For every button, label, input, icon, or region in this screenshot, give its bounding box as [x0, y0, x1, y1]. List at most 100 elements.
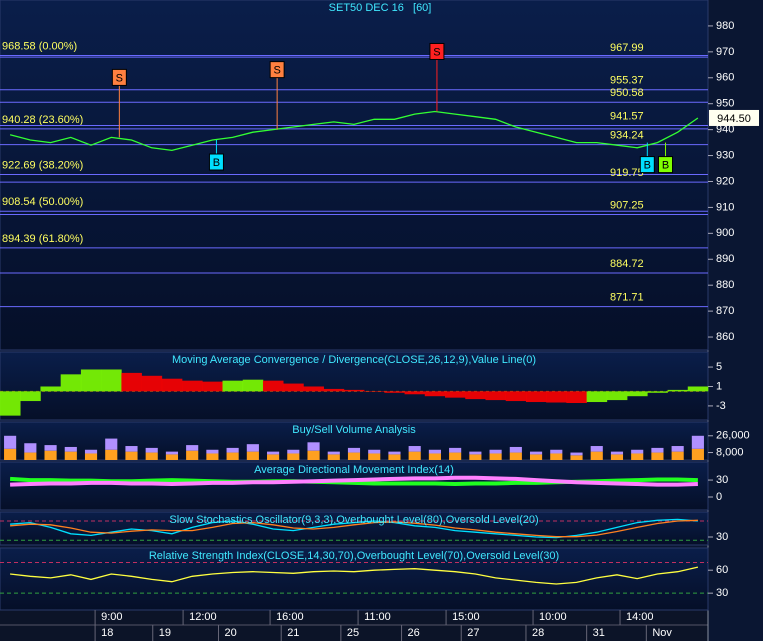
volume-bar: [327, 454, 340, 460]
volume-bar: [287, 449, 300, 454]
macd-bar: [606, 391, 628, 401]
macd-bar: [525, 391, 547, 403]
macd-bar: [485, 391, 507, 401]
y-tick-label: 0: [716, 491, 722, 503]
volume-bar: [489, 449, 502, 454]
pane-title: Slow Stochastics Oscillator(9,3,3),Overb…: [169, 514, 538, 526]
volume-bar: [206, 449, 219, 454]
fib-label: 940.28 (23.60%): [2, 114, 83, 126]
macd-bar: [687, 386, 709, 392]
y-tick-label: 900: [716, 227, 734, 239]
macd-bar: [384, 391, 405, 393]
volume-bar: [631, 449, 644, 454]
macd-bar: [323, 388, 345, 392]
macd-bar: [627, 391, 648, 397]
x-tick-label: 18: [101, 627, 113, 639]
macd-bar: [161, 378, 183, 392]
fib-label: 955.37: [610, 75, 644, 87]
volume-bar: [368, 453, 381, 460]
y-tick-label: 940: [716, 124, 734, 136]
macd-bar: [40, 386, 61, 392]
fib-label: 907.25: [610, 199, 644, 211]
macd-bar: [343, 389, 365, 392]
volume-bar: [428, 453, 441, 460]
y-tick-label: 880: [716, 279, 734, 291]
volume-bar: [84, 449, 98, 454]
signal-box: [111, 68, 127, 86]
macd-bar: [222, 380, 244, 392]
macd-bar: [505, 391, 527, 402]
volume-bar: [529, 454, 543, 460]
macd-bar: [20, 391, 41, 402]
x-tick-label: 11:00: [364, 611, 391, 623]
signal-box: [639, 156, 655, 174]
volume-bar: [631, 453, 644, 460]
volume-bar: [24, 443, 37, 453]
x-tick-label: 19: [159, 627, 171, 639]
signal-label: S: [273, 65, 280, 77]
y-tick-label: 910: [716, 201, 734, 213]
signal-label: B: [662, 159, 669, 171]
volume-bar: [105, 438, 118, 450]
volume-bar: [287, 453, 300, 460]
x-tick-label: 31: [593, 627, 605, 639]
volume-bar: [550, 453, 563, 460]
y-tick-label: 860: [716, 331, 734, 343]
pane-title: Average Directional Movement Index(14): [254, 464, 454, 476]
x-tick-label: 28: [532, 627, 544, 639]
volume-bar: [64, 451, 77, 460]
volume-bar: [145, 452, 158, 460]
signal-box: [208, 153, 224, 171]
last-price-box: [709, 109, 759, 126]
signal-box: [429, 42, 445, 60]
macd-bar: [546, 391, 567, 403]
volume-bar: [105, 449, 118, 460]
y-tick-label: 870: [716, 305, 734, 317]
volume-bar: [267, 451, 280, 455]
volume-bar: [671, 451, 684, 460]
x-tick-label: 16:00: [276, 611, 304, 623]
fib-label: 894.39 (61.80%): [2, 233, 83, 245]
x-tick-label: Nov: [652, 627, 672, 639]
signal-label: B: [213, 157, 220, 169]
volume-bar: [64, 446, 77, 452]
series-line: [9, 110, 699, 152]
volume-bar: [469, 454, 482, 460]
macd-bar: [445, 391, 466, 398]
fib-label: 968.58 (0.00%): [2, 40, 77, 52]
volume-bar: [125, 451, 138, 460]
volume-bar: [145, 447, 158, 453]
fib-label: 919.75: [610, 167, 644, 179]
y-tick-label: 920: [716, 175, 734, 187]
pane-background: [0, 461, 709, 511]
fib-label: 967.99: [610, 42, 644, 54]
x-tick-label: 21: [287, 627, 299, 639]
volume-bar: [449, 447, 462, 453]
signal-label: S: [433, 46, 440, 58]
y-tick-label: 60: [716, 564, 728, 576]
volume-bar: [246, 444, 259, 452]
macd-bar: [465, 391, 486, 400]
fib-label: 884.72: [610, 258, 644, 270]
volume-bar: [44, 450, 57, 460]
volume-bar: [449, 452, 462, 460]
volume-bar: [489, 453, 502, 460]
pane-title: SET50 DEC 16 [60]: [329, 2, 432, 14]
volume-bar: [610, 451, 624, 455]
volume-bar: [590, 451, 603, 460]
volume-bar: [347, 447, 361, 453]
volume-bar: [4, 448, 17, 460]
volume-bar: [469, 451, 482, 455]
volume-bar: [165, 451, 179, 455]
x-tick-label: 14:00: [626, 611, 654, 623]
signal-box: [269, 61, 285, 79]
macd-bar: [242, 379, 264, 392]
macd-bar: [0, 391, 21, 416]
macd-bar: [60, 374, 82, 392]
series-line: [10, 519, 698, 538]
x-tick-label: 15:00: [452, 611, 480, 623]
y-tick-label: 26,000: [716, 430, 750, 442]
x-tick-label: 26: [408, 627, 420, 639]
series-line: [10, 475, 698, 487]
